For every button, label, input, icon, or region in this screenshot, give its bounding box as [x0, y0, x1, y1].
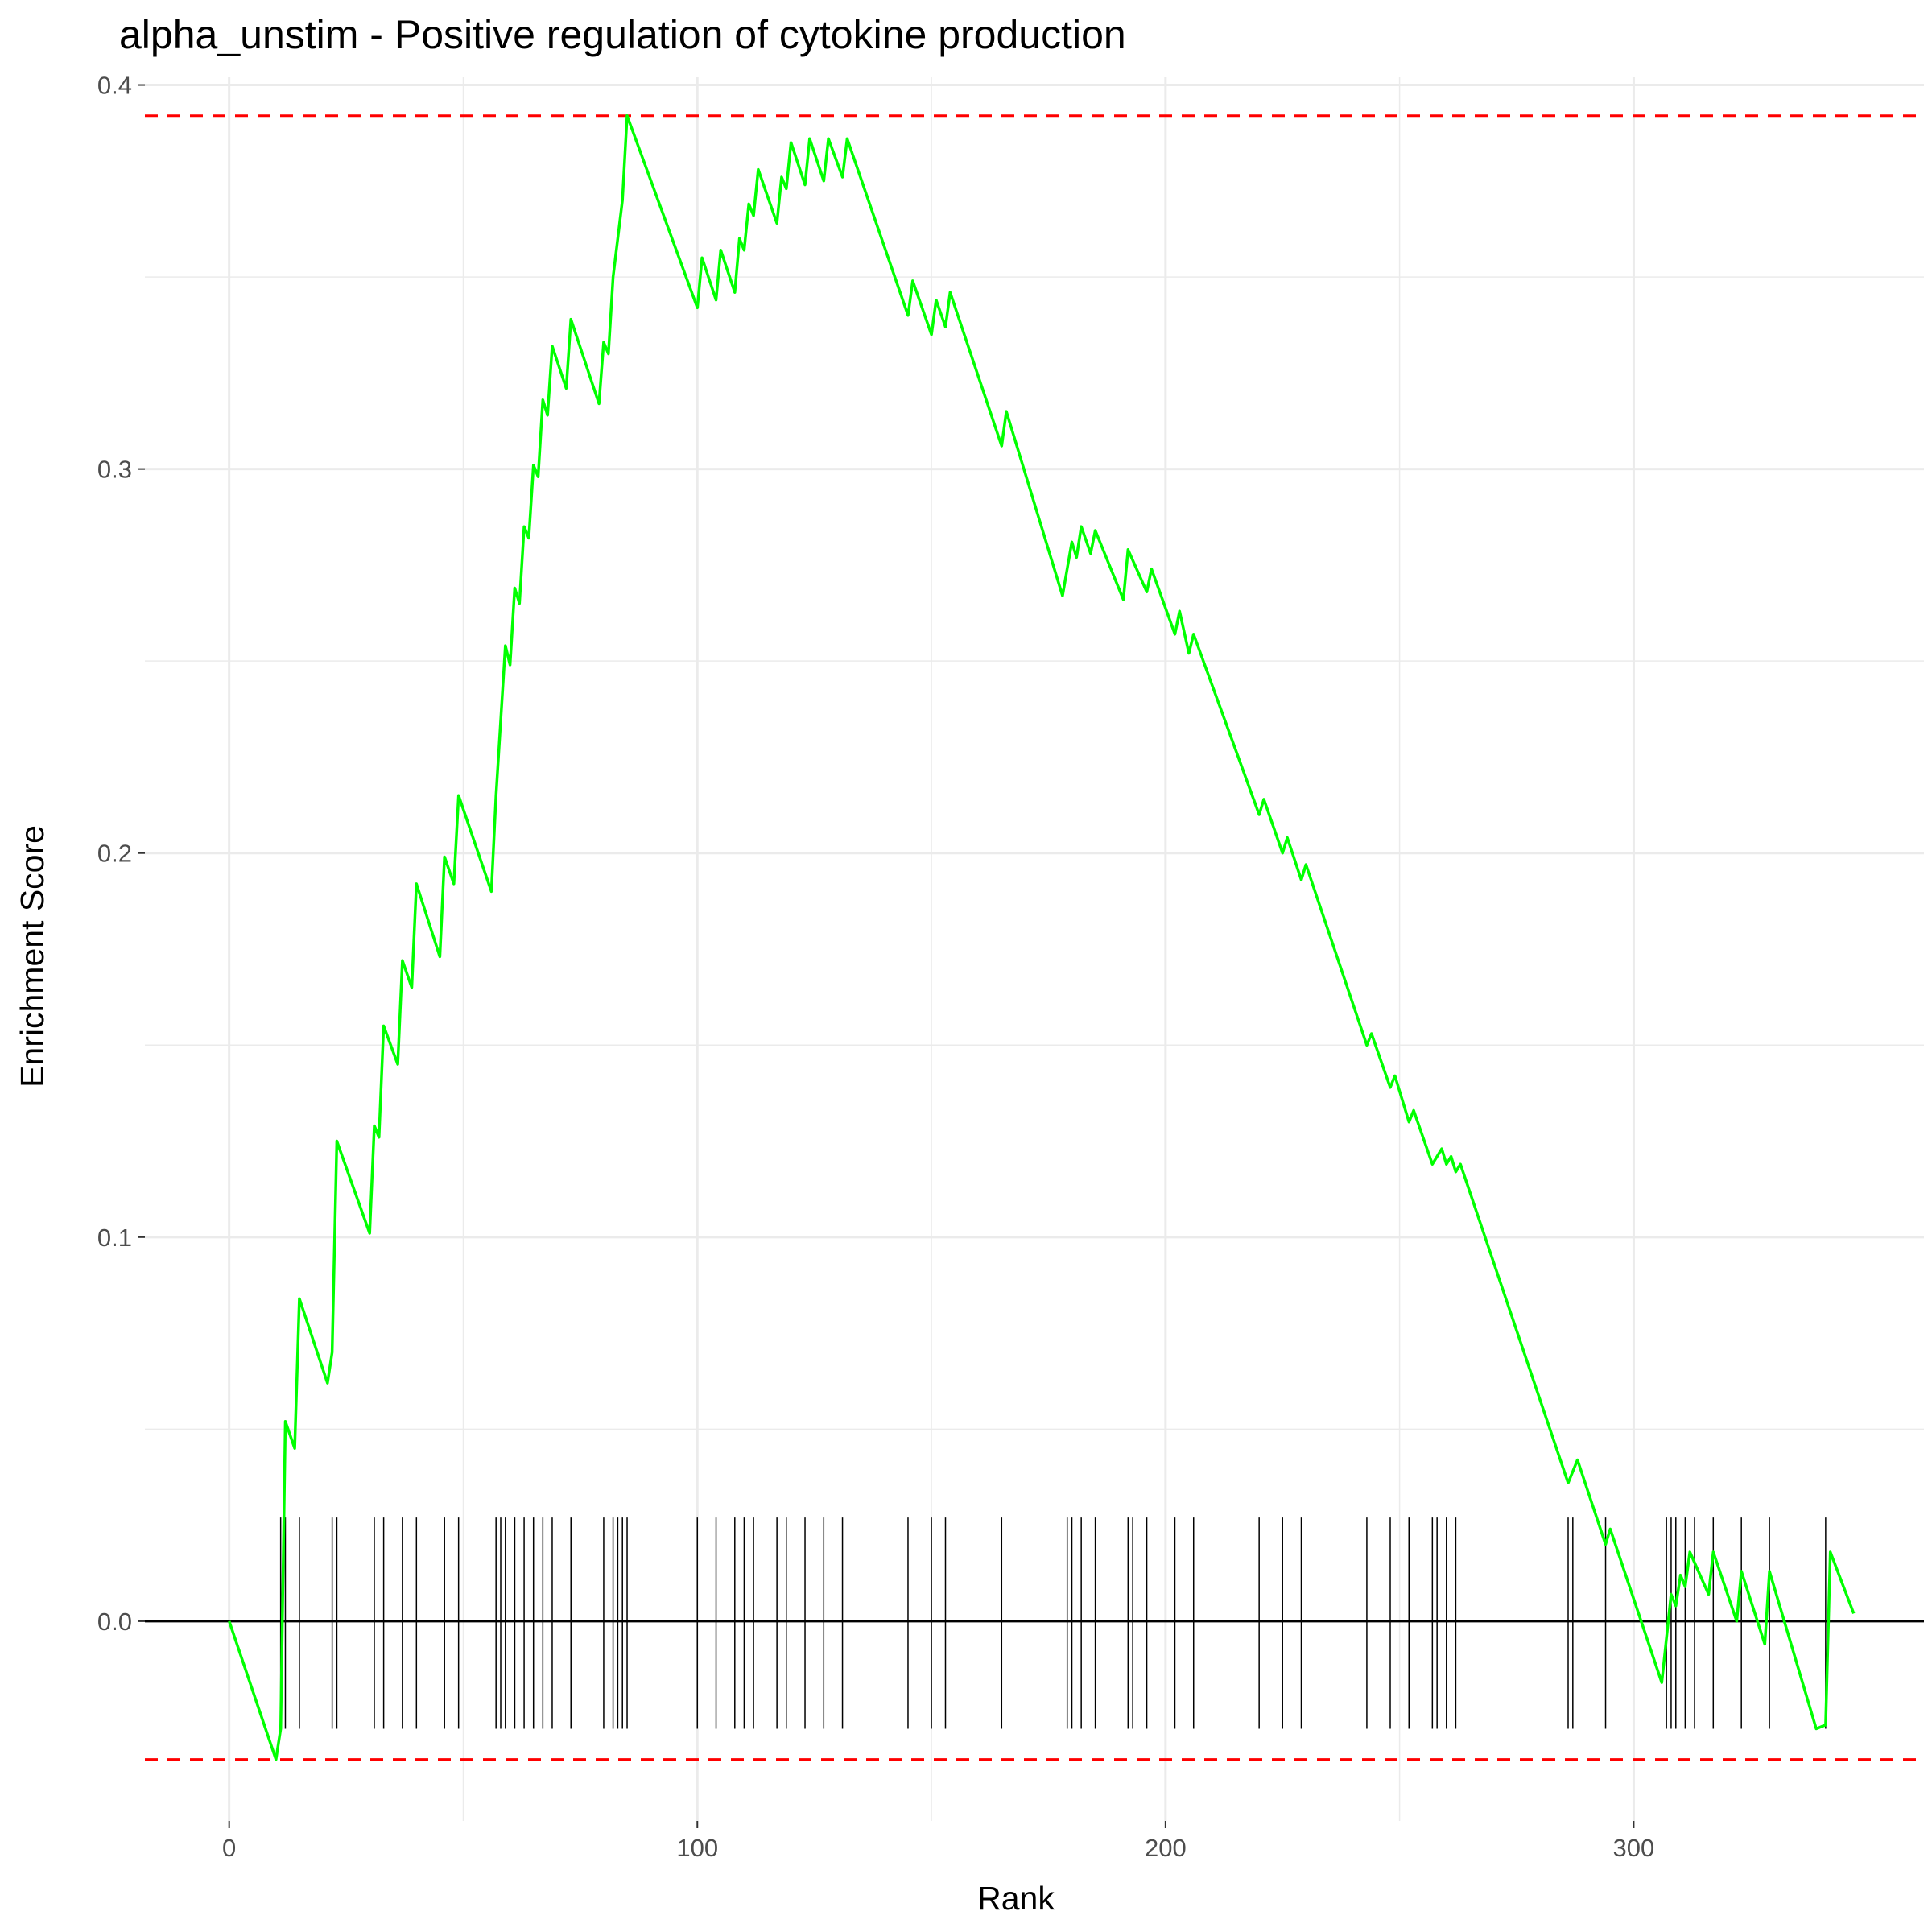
axes: 0 100 200 300 0.0 0.1 0.2 0.3 0.4: [97, 72, 1654, 1862]
y-tick-label: 0.4: [97, 72, 132, 100]
x-tick-label: 0: [222, 1834, 236, 1862]
x-tick-label: 200: [1145, 1834, 1187, 1862]
y-tick-label: 0.1: [97, 1224, 132, 1252]
y-axis-title: Enrichment Score: [14, 825, 51, 1088]
y-tick-label: 0.3: [97, 456, 132, 484]
x-tick-label: 100: [676, 1834, 718, 1862]
y-tick-label: 0.0: [97, 1608, 132, 1636]
x-tick-label: 300: [1613, 1834, 1655, 1862]
enrichment-score-line: [228, 114, 1856, 1761]
chart-title: alpha_unstim - Positive regulation of cy…: [119, 12, 1126, 57]
reference-lines: [145, 114, 1924, 1761]
hit-ticks: [279, 1517, 1827, 1729]
x-axis-title: Rank: [977, 1880, 1055, 1917]
series-layer: [228, 114, 1856, 1761]
grid: [145, 77, 1924, 1821]
y-tick-label: 0.2: [97, 840, 132, 868]
